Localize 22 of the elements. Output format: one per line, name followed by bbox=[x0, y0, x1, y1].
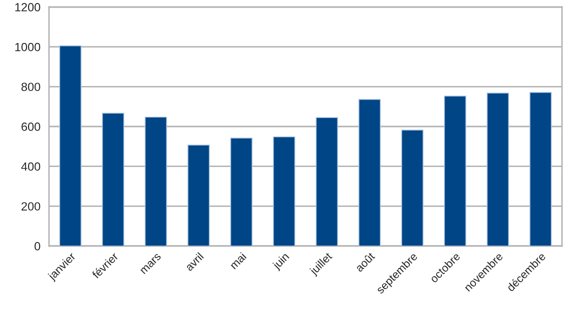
bar bbox=[486, 92, 509, 246]
y-tick-label: 600 bbox=[22, 122, 40, 131]
bar bbox=[316, 117, 338, 246]
y-tick-label: 1200 bbox=[15, 3, 40, 12]
y-tick-label: 1000 bbox=[15, 42, 40, 52]
y-tick-label: 800 bbox=[21, 82, 40, 92]
y-tick-label: 0 bbox=[34, 242, 40, 250]
x-tick-label: août bbox=[354, 252, 376, 272]
bar bbox=[59, 45, 82, 246]
bar bbox=[444, 96, 466, 246]
bar bbox=[188, 144, 210, 246]
bar bbox=[358, 98, 381, 246]
x-tick-label: mai bbox=[229, 252, 247, 270]
bar bbox=[230, 138, 252, 246]
bar bbox=[530, 92, 552, 246]
bar bbox=[102, 112, 124, 246]
bar bbox=[273, 136, 296, 246]
bar bbox=[401, 130, 424, 246]
y-tick-label: 400 bbox=[21, 162, 40, 171]
x-tick-label: juin bbox=[272, 252, 291, 272]
y-tick-label: 200 bbox=[22, 202, 40, 211]
bar bbox=[144, 116, 167, 246]
